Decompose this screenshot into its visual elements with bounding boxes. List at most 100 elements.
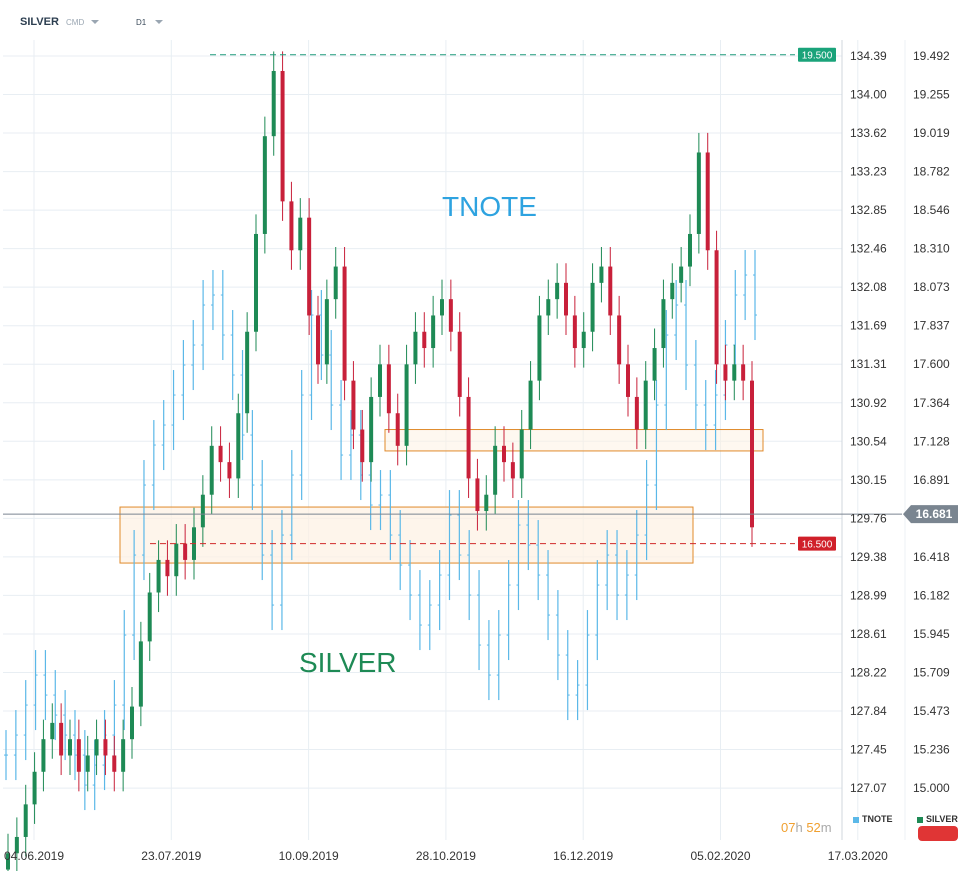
y-tick-silver: 19.492 <box>913 49 950 63</box>
timer-minutes: 52 <box>806 820 821 835</box>
silver-candle <box>466 396 471 479</box>
y-tick-silver: 17.837 <box>913 319 950 333</box>
y-tick-tnote: 133.62 <box>850 126 887 140</box>
symbol-label[interactable]: SILVER <box>20 16 59 28</box>
silver-candle <box>76 739 81 772</box>
silver-candle <box>316 315 320 365</box>
y-tick-tnote: 130.92 <box>850 396 887 410</box>
silver-candle <box>369 396 374 463</box>
y-tick-tnote: 127.84 <box>850 704 887 718</box>
silver-candle <box>218 445 223 463</box>
y-tick-silver: 16.182 <box>913 588 950 602</box>
silver-candle <box>14 836 19 854</box>
silver-candle <box>510 462 515 479</box>
y-tick-silver: 17.600 <box>913 357 950 371</box>
silver-candle <box>590 282 595 332</box>
silver-candle <box>324 299 329 365</box>
legend-tnote: TNOTE <box>853 814 893 824</box>
y-tick-silver: 18.782 <box>913 165 950 179</box>
silver-candle <box>750 380 754 528</box>
y-tick-tnote: 132.08 <box>850 280 887 294</box>
x-tick: 10.09.2019 <box>279 849 339 863</box>
silver-candle <box>688 233 692 267</box>
silver-candle <box>484 494 489 512</box>
silver-candle <box>519 429 524 479</box>
silver-candle <box>404 364 409 446</box>
silver-candle <box>112 755 117 772</box>
silver-candle <box>245 331 250 414</box>
x-tick: 04.06.2019 <box>4 849 64 863</box>
silver-candle <box>493 445 498 495</box>
silver-candle <box>440 299 444 316</box>
silver-candle <box>254 233 258 332</box>
timer-m-unit: m <box>820 820 832 835</box>
chevron-down-icon[interactable] <box>155 20 163 24</box>
silver-candle <box>59 722 64 756</box>
y-tick-tnote: 130.15 <box>850 473 887 487</box>
silver-candle <box>351 380 356 430</box>
current-price-label: 16.681 <box>916 507 953 521</box>
silver-candle <box>307 217 312 316</box>
x-tick: 17.03.2020 <box>828 849 888 863</box>
silver-candle <box>289 201 294 251</box>
candle-timer: 07h 52m <box>781 820 832 835</box>
tnote-annotation: TNOTE <box>442 191 537 222</box>
upper-level-label-bg <box>798 47 836 62</box>
silver-candle <box>413 331 418 365</box>
timer-hours: 07 <box>781 820 796 835</box>
silver-candle <box>564 282 568 316</box>
timer-h-unit: h <box>795 820 803 835</box>
y-tick-silver: 16.418 <box>913 550 950 564</box>
y-tick-silver: 15.000 <box>913 781 950 795</box>
y-tick-tnote: 127.07 <box>850 781 887 795</box>
silver-candle <box>6 853 10 870</box>
silver-candle <box>546 299 551 316</box>
chevron-down-icon[interactable] <box>91 20 99 24</box>
silver-candle <box>741 364 746 381</box>
y-tick-silver: 18.073 <box>913 280 950 294</box>
silver-candle <box>174 543 179 577</box>
silver-candle <box>262 136 267 234</box>
silver-candle <box>395 413 400 446</box>
silver-candle <box>200 494 205 528</box>
y-tick-silver: 18.546 <box>913 203 950 217</box>
silver-candle <box>32 771 37 805</box>
silver-candle <box>271 70 276 137</box>
silver-candle <box>537 315 542 381</box>
silver-candle <box>280 70 285 202</box>
resistance-box <box>384 429 764 452</box>
y-tick-tnote: 129.38 <box>850 550 887 564</box>
silver-candle <box>360 429 365 463</box>
silver-candle <box>714 250 719 365</box>
legend-silver: SILVER <box>917 814 958 824</box>
silver-candle <box>156 559 161 593</box>
silver-candle <box>652 348 657 381</box>
silver-candle <box>661 299 666 349</box>
silver-candle <box>23 804 28 837</box>
silver-candle <box>431 315 436 349</box>
silver-candle <box>209 445 214 495</box>
source-label[interactable]: CMD <box>66 18 85 27</box>
y-tick-silver: 17.128 <box>913 434 950 448</box>
annotation-boxes <box>119 429 764 564</box>
silver-candle <box>422 331 427 349</box>
silver-candle <box>705 152 710 251</box>
silver-candle <box>94 739 99 756</box>
timeframe-label[interactable]: D1 <box>136 18 147 27</box>
y-tick-silver: 15.236 <box>913 743 950 757</box>
silver-candle <box>342 266 347 381</box>
silver-candle <box>617 315 622 365</box>
legend-tnote-swatch <box>853 816 859 823</box>
silver-candle <box>581 331 586 349</box>
y-tick-silver: 18.310 <box>913 242 950 256</box>
y-tick-tnote: 131.31 <box>850 357 887 371</box>
silver-candle <box>68 739 72 756</box>
silver-series <box>6 51 754 871</box>
y-tick-silver: 17.364 <box>913 396 950 410</box>
silver-candle <box>138 641 143 707</box>
trade-button[interactable] <box>918 826 958 841</box>
y-tick-tnote: 134.00 <box>850 88 887 102</box>
y-tick-tnote: 127.45 <box>850 743 887 757</box>
y-tick-tnote: 134.39 <box>850 49 887 63</box>
